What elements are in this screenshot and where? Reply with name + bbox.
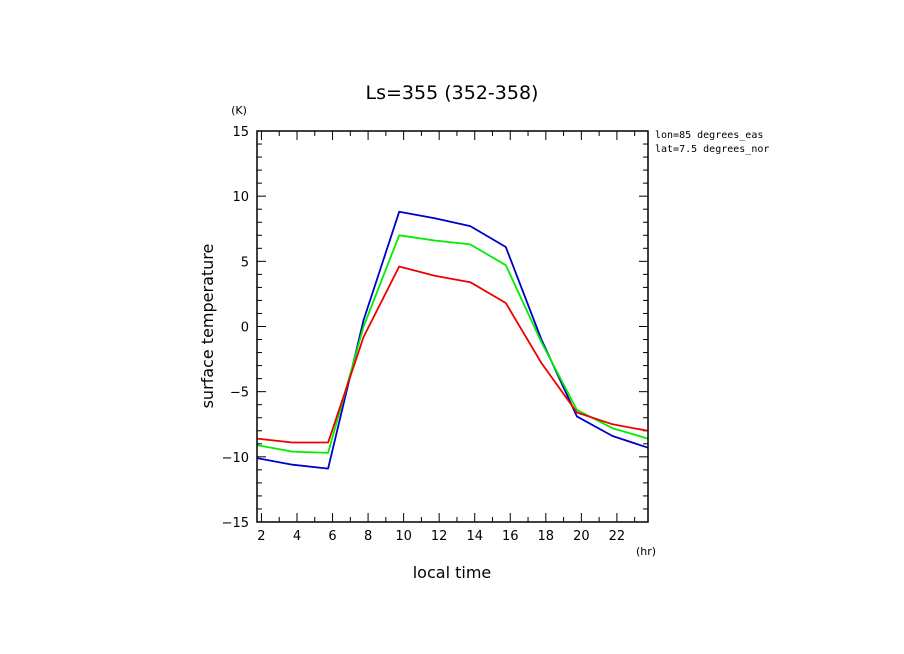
y-tick-label: 5: [241, 255, 249, 270]
y-tick-label: 15: [232, 125, 249, 140]
series-lines: [256, 210, 649, 470]
y-tick-label: −5: [230, 386, 249, 401]
x-tick-label: 6: [328, 529, 336, 544]
x-tick-label: 16: [502, 529, 519, 544]
y-tick-label: 10: [232, 190, 249, 205]
x-tick-label: 18: [538, 529, 555, 544]
y-axis-label: surface temperature: [198, 244, 217, 409]
x-tick-label: 22: [609, 529, 626, 544]
x-tick-label: 8: [364, 529, 372, 544]
annotation-lon: lon=85 degrees_eas: [655, 130, 763, 141]
plot-frame: [256, 130, 649, 523]
y-tick-label: −10: [222, 451, 249, 466]
x-tick-label: 2: [257, 529, 265, 544]
x-unit-label: (hr): [636, 545, 656, 558]
series-line-2: [256, 234, 649, 454]
y-tick-label: −15: [222, 516, 249, 531]
x-tick-label: 4: [293, 529, 301, 544]
y-tick-label: 0: [241, 321, 249, 336]
x-tick-label: 10: [395, 529, 412, 544]
series-line-3: [256, 265, 649, 444]
series-line-1: [256, 210, 649, 470]
x-axis-label: local time: [413, 563, 492, 582]
annotation-lat: lat=7.5 degrees_nor: [655, 144, 769, 155]
x-tick-label: 12: [431, 529, 448, 544]
x-tick-label: 20: [573, 529, 590, 544]
x-tick-label: 14: [466, 529, 483, 544]
chart-title: Ls=355 (352-358): [366, 82, 539, 104]
y-unit-label: (K): [231, 104, 247, 117]
axis-ticks: 2 4 6 8 10 12 14 16 18 20 22 −15 −10 −5 0 5 10 15: [222, 125, 648, 544]
